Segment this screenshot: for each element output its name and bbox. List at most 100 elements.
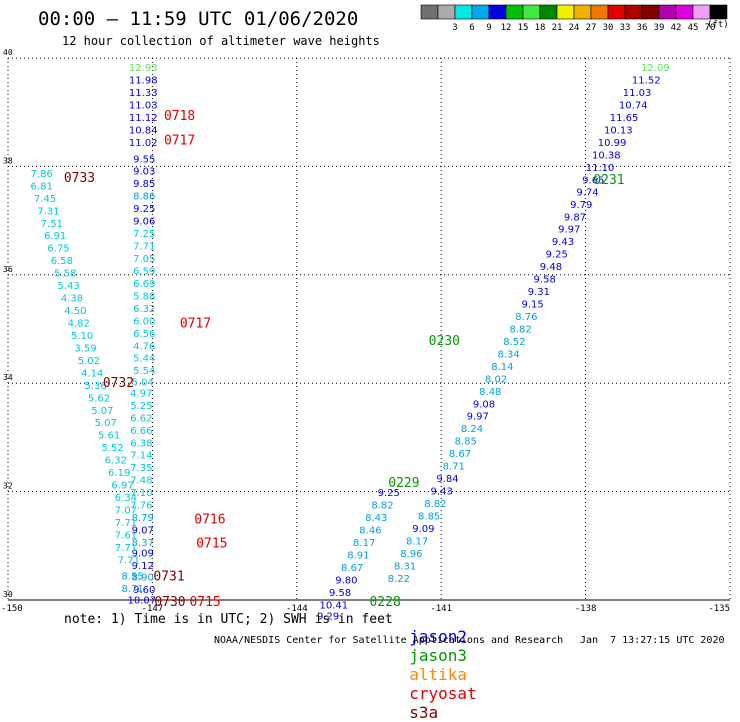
swh-point: 9.03 [133,167,155,178]
swh-point: 12.93 [129,63,158,74]
swh-point: 5.54 [133,366,155,377]
swh-point: 8.86 [133,192,155,203]
swh-point: 6.56 [133,329,155,340]
x-tick-labels: -150 -147 -144 -141 -138 -135 [1,604,730,614]
swh-point: 8.82 [509,324,531,335]
swh-point: 10.74 [619,101,648,112]
swh-point: 9.65 [582,175,604,186]
swh-point: 6.66 [130,426,152,437]
scale-swatch [590,4,609,20]
swh-point: 6.75 [47,244,69,255]
swh-point: 9.43 [431,487,453,498]
data-points: 12.9311.9811.3311.0311.1210.8411.029.559… [31,63,670,623]
swh-point: 8.91 [347,550,369,561]
swh-point: 5.10 [71,331,93,342]
swh-point: 7.61 [115,530,137,541]
swh-point: 7.35 [130,463,152,474]
swh-point: 8.76 [515,312,537,323]
swh-point: 8.17 [353,538,375,549]
swh-point: 9.06 [133,217,155,228]
y-tick-labels: 30 32 34 36 38 40 [3,48,13,599]
footer-credit: NOAA/NESDIS Center for Satellite Applica… [214,635,564,646]
scale-swatch [624,4,643,20]
swh-point: 11.10 [586,163,615,174]
scale-tick-label: 12 [501,23,512,33]
legend: jason2 jason3 altika cryosat s3a [390,608,487,722]
scale-swatch [522,4,541,20]
swh-point: 9.80 [335,575,357,586]
swh-point: 6.62 [130,413,152,424]
swh-point: 5.61 [98,431,120,442]
pass-label: 0231 [593,173,624,188]
x-tick-label: -144 [286,604,308,614]
swh-point: 5.62 [88,393,110,404]
swh-point: 7.51 [41,219,63,230]
swh-point: 7.10 [130,488,152,499]
swh-point: 8.82 [371,501,393,512]
swh-point: 8.71 [122,584,144,595]
scale-tick-label: 39 [654,23,665,33]
swh-point: 4.76 [133,341,155,352]
swh-point: 4.82 [68,318,90,329]
swh-point: 9.12 [132,561,154,572]
x-tick-label: -150 [1,604,23,614]
swh-point: 4.14 [81,368,103,379]
scale-tick-label: 70 [705,23,716,33]
y-tick-label: 34 [3,373,13,382]
swh-point: 8.31 [394,561,416,572]
swh-point: 11.33 [129,88,158,99]
swh-point: 5.04 [132,378,154,389]
swh-point: 7.71 [118,555,140,566]
swh-point: 10.41 [320,600,349,611]
scale-swatch [709,4,728,20]
swh-point: 7.05 [133,254,155,265]
swh-point: 6.97 [111,481,133,492]
legend-altika: altika [409,665,468,684]
swh-point: 9.43 [552,237,574,248]
swh-point: 12.09 [641,63,670,74]
swh-point: 6.00 [133,316,155,327]
scale-tick-label: 21 [552,23,563,33]
x-tick-label: -141 [430,604,452,614]
swh-point: 6.59 [133,266,155,277]
swh-point: 11.02 [129,138,158,149]
swh-point: 10.13 [604,126,633,137]
swh-point: 7.45 [34,194,56,205]
swh-point: 8.02 [485,374,507,385]
swh-point: 7.71 [115,518,137,529]
legend-s3a: s3a [409,703,439,722]
scale-unit: (ft) [707,20,729,30]
swh-point: 7.14 [130,451,152,462]
swh-point: 8.82 [424,499,446,510]
swh-point: 8.43 [365,513,387,524]
swh-point: 5.44 [133,354,155,365]
swh-point: 8.67 [449,449,471,460]
swh-point: 9.25 [546,250,568,261]
swh-point: 5.58 [54,269,76,280]
swh-point: 10.38 [592,150,621,161]
swh-point: 8.48 [479,387,501,398]
swh-point: 5.36 [84,381,106,392]
swh-point: 9.25 [133,204,155,215]
swh-point: 8.71 [443,462,465,473]
swh-point: 8.24 [461,424,483,435]
scale-swatch [539,4,558,20]
scale-swatch [556,4,575,20]
swh-point: 10.07 [127,595,156,606]
swh-point: 8.55 [122,572,144,583]
pass-label: 0715 [196,537,227,552]
swh-point: 8.52 [503,337,525,348]
scale-tick-label: 33 [620,23,631,33]
swh-point: 11.65 [610,113,639,124]
swh-point: 9.25 [378,488,400,499]
x-tick-label: -138 [575,604,597,614]
scale-tick-label: 30 [603,23,614,33]
scale-tick-label: 36 [637,23,648,33]
swh-point: 9.55 [133,154,155,165]
swh-point: 7.76 [130,501,152,512]
scale-swatch [607,4,626,20]
swh-point: 4.97 [130,388,152,399]
swh-point: 9.74 [576,187,598,198]
swh-point: 6.32 [105,456,127,467]
scale-swatch [658,4,677,20]
